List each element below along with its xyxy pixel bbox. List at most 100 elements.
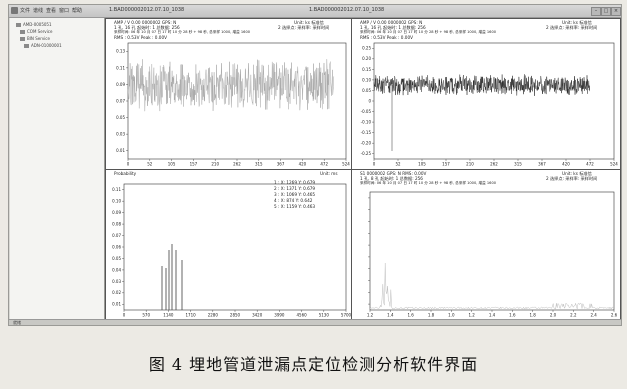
plot-frame — [373, 42, 615, 160]
y-tick-label: 0.05 — [112, 256, 121, 261]
y-tick-label: -0.10 — [361, 119, 372, 124]
x-tick-label: 105 — [418, 162, 426, 167]
tree-item-bin[interactable]: BIN Service — [20, 36, 50, 41]
x-tick-label: 1140 — [163, 313, 174, 318]
annotation: 5 : X: 1159 Y: 0.463 — [274, 204, 316, 209]
x-tick-label: 472 — [586, 162, 594, 167]
x-tick-label: 0 — [127, 162, 130, 167]
x-tick-label: 1.8 — [428, 313, 435, 318]
probability-chart: 0.11 0.10 0.09 0.08 0.07 0.06 0.05 0.04 0.03 0.02… — [112, 183, 351, 318]
panel-selection: 2 选择点: 采样率: 采样时间 — [546, 176, 598, 181]
app-icon — [11, 7, 18, 14]
spectrum-panel[interactable]: S1 0000002 GPS: N RMS: 0.00V 1 孔, 8 孔 起始… — [351, 169, 621, 321]
panel-unit: Unit: ms — [320, 171, 338, 176]
x-tick-label: 1.6 — [407, 313, 414, 318]
x-tick-label: 2850 — [230, 313, 241, 318]
panel-header-line: RMS : 0.53V Peak : 0.00V — [114, 35, 167, 40]
y-tick-label: 0.01 — [112, 302, 121, 307]
waveform-chart-left: 0.13 0.11 0.09 0.07 0.05 0.03 0.01 0 52 105 157 210… — [116, 42, 350, 167]
close-icon[interactable]: × — [611, 7, 621, 16]
waveform-series — [127, 59, 335, 112]
x-tick-label: 1.4 — [489, 313, 496, 318]
panel-header-line: AMP / V 0.00 0000002 GPS: N — [360, 20, 423, 25]
y-tick-label: 0.07 — [112, 233, 121, 238]
x-tick-label: 1.0 — [448, 313, 455, 318]
x-tick-label: 3420 — [252, 313, 263, 318]
annotation: 2 : X: 1371 Y: 0.679 — [274, 186, 316, 191]
y-tick-label: -0.15 — [361, 130, 372, 135]
title-bar: 文件 谱线 查看 窗口 帮助 1.BAD000002012.07.10_1038… — [9, 5, 621, 18]
x-tick-label: 2.4 — [590, 313, 597, 318]
x-tick-label: 262 — [490, 162, 498, 167]
annotation: 3 : X: 1069 Y: 0.465 — [274, 192, 316, 197]
x-tick-label: 157 — [442, 162, 450, 167]
folder-icon — [16, 23, 21, 27]
waveform-panel-left[interactable]: AMP / V 0.00 0000002 GPS: N 1 孔, 16 孔 起始… — [105, 18, 352, 170]
panel-title: Probability — [114, 171, 137, 176]
y-tick-label: 0.05 — [362, 88, 371, 93]
x-tick-label: 1.4 — [387, 313, 394, 318]
x-tick-label: 315 — [514, 162, 522, 167]
x-tick-label: 5700 — [341, 313, 351, 318]
y-tick-label: 0.02 — [112, 290, 121, 295]
folder-icon — [20, 30, 25, 34]
y-tick-label: 0.05 — [116, 115, 125, 120]
y-tick-label: 0.10 — [112, 199, 121, 204]
x-tick-label: 262 — [233, 162, 241, 167]
maximize-icon[interactable]: □ — [601, 7, 611, 16]
x-tick-label: 5130 — [319, 313, 330, 318]
x-tick-label: 3990 — [274, 313, 285, 318]
x-tick-label: 52 — [395, 162, 401, 167]
x-tick-label: 0 — [373, 162, 376, 167]
tree-item-adn[interactable]: ADN-01000001 — [24, 43, 62, 48]
tree-item-amd[interactable]: AMD-0005051 — [16, 22, 52, 27]
y-tick-label: 0.09 — [116, 82, 125, 87]
y-tick-label: 0.03 — [116, 132, 125, 137]
x-tick-label: 210 — [211, 162, 219, 167]
y-tick-label: -0.05 — [361, 109, 372, 114]
plot-frame — [369, 191, 615, 311]
x-tick-label: 2.0 — [550, 313, 557, 318]
menu-spectrum[interactable]: 谱线 — [33, 8, 44, 14]
panel-header-line: AMP / V 0.00 0000002 GPS: N — [114, 20, 177, 25]
panel-header-line: 采样时间: 06 年 10 月 07 日 17 时 10 分 28 秒 + 98… — [360, 181, 497, 185]
y-tick-label: 0.06 — [112, 244, 121, 249]
window-title-left: 1.BAD000002012.07.10_1038 — [109, 7, 185, 13]
y-tick-label: 0.08 — [112, 221, 121, 226]
y-tick-label: 0.11 — [116, 65, 125, 70]
x-tick-label: 315 — [255, 162, 263, 167]
minimize-icon[interactable]: – — [591, 7, 601, 16]
y-tick-label: 0.13 — [116, 49, 125, 54]
x-tick-label: 420 — [299, 162, 307, 167]
menu-file[interactable]: 文件 — [20, 8, 31, 14]
x-tick-label: 1.6 — [509, 313, 516, 318]
panel-header-line: 1 孔, 16 孔 起始时: 1 总数据: 256 — [114, 25, 180, 30]
y-tick-label: 0.04 — [112, 267, 121, 272]
x-tick-label: 367 — [277, 162, 285, 167]
tree-item-com[interactable]: COM Service — [20, 29, 52, 34]
y-tick-label: -0.20 — [361, 141, 372, 146]
waveform-panel-right[interactable]: AMP / V 0.00 0000002 GPS: N 1 孔, 16 孔 起始… — [351, 18, 621, 170]
plot-frame — [123, 183, 347, 311]
x-tick-label: 2280 — [208, 313, 219, 318]
plot-frame — [127, 42, 347, 160]
menu-window[interactable]: 窗口 — [59, 8, 70, 14]
panel-selection: 2 选择点: 采样率: 采样时间 — [278, 25, 330, 30]
y-tick-label: 0.20 — [362, 56, 371, 61]
x-tick-label: 1.8 — [529, 313, 536, 318]
figure-caption: 图 4 埋地管道泄漏点定位检测分析软件界面 — [148, 355, 479, 374]
x-tick-label: 210 — [466, 162, 474, 167]
probability-panel[interactable]: Probability Unit: ms 1 : X: 1269 Y: 0.67… — [105, 169, 352, 321]
x-tick-label: 524 — [342, 162, 350, 167]
y-tick-label: 0.10 — [362, 77, 371, 82]
y-tick-label: 0.11 — [112, 187, 121, 192]
window-title-right: 1.BAD000002012.07.10_1038 — [309, 7, 385, 13]
x-tick-label: 2.2 — [570, 313, 577, 318]
annotation: 1 : X: 1269 Y: 0.679 — [274, 180, 316, 185]
x-tick-label: 157 — [190, 162, 198, 167]
x-tick-label: 52 — [147, 162, 153, 167]
panel-selection: 2 选择点: 采样率: 采样时间 — [546, 25, 598, 30]
menu-help[interactable]: 帮助 — [72, 8, 83, 14]
x-tick-label: 4560 — [297, 313, 308, 318]
menu-view[interactable]: 查看 — [46, 8, 57, 14]
